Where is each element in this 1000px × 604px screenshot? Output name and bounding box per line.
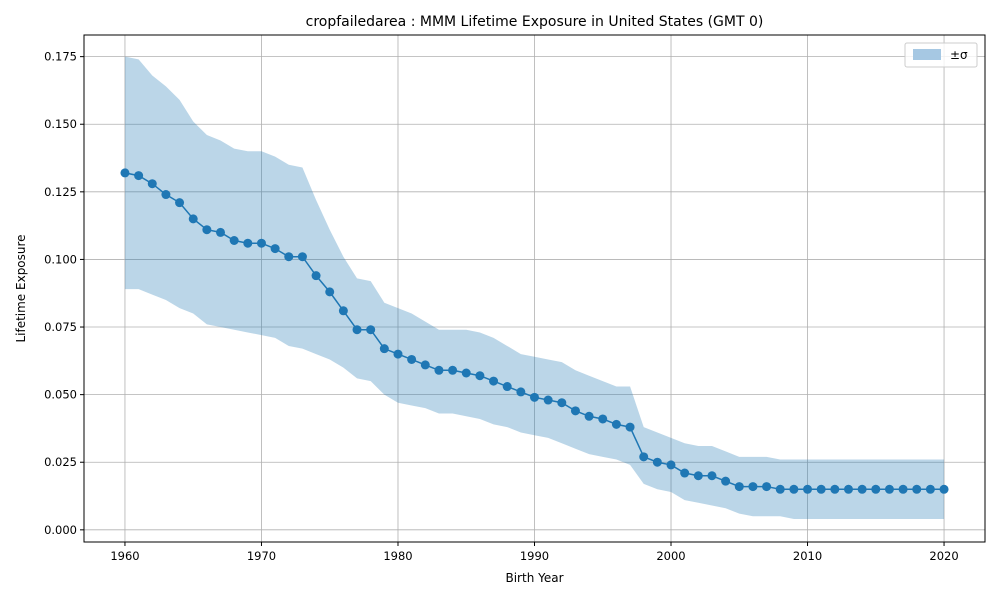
x-tick-label: 1960 (110, 549, 139, 563)
data-point (434, 365, 444, 375)
x-tick-label: 1990 (520, 549, 549, 563)
data-point (939, 484, 949, 494)
x-tick-label: 2000 (656, 549, 685, 563)
data-point (625, 422, 635, 432)
band-layer (124, 56, 945, 520)
data-point (775, 484, 785, 494)
data-point (816, 484, 826, 494)
data-point (707, 471, 717, 481)
data-point (352, 325, 362, 335)
data-point (448, 365, 458, 375)
x-tick-label: 2020 (929, 549, 958, 563)
data-point (843, 484, 853, 494)
y-tick-label: 0.000 (44, 523, 77, 537)
data-point (216, 227, 226, 237)
sigma-band (124, 56, 945, 520)
data-point (898, 484, 908, 494)
data-point (598, 414, 608, 424)
data-point (543, 395, 553, 405)
y-tick-label: 0.025 (44, 455, 77, 469)
y-tick-label: 0.125 (44, 185, 77, 199)
data-point (325, 287, 335, 297)
data-point (202, 225, 212, 235)
legend: ±σ (904, 42, 978, 68)
data-point (611, 419, 621, 429)
data-point (925, 484, 935, 494)
y-tick-label: 0.075 (44, 320, 77, 334)
y-axis-ticks: 0.000 0.025 0.050 0.075 0.100 0.125 0.150 0.175 (44, 50, 84, 537)
data-point (461, 368, 471, 378)
data-point (134, 171, 144, 181)
data-point (379, 344, 389, 354)
legend-swatch (913, 49, 941, 60)
data-point (830, 484, 840, 494)
data-point (229, 236, 239, 246)
legend-label: ±σ (950, 48, 968, 62)
data-point (734, 482, 744, 492)
y-tick-label: 0.175 (44, 50, 77, 64)
x-tick-label: 1980 (383, 549, 412, 563)
data-point (912, 484, 922, 494)
x-tick-label: 2010 (793, 549, 822, 563)
data-point (666, 460, 676, 470)
data-point (857, 484, 867, 494)
data-point (175, 198, 185, 208)
data-point (516, 387, 526, 397)
data-point (789, 484, 799, 494)
data-point (530, 392, 539, 402)
data-point (420, 360, 430, 370)
y-tick-label: 0.050 (44, 388, 77, 402)
data-point (803, 484, 813, 494)
y-tick-label: 0.100 (44, 252, 77, 266)
data-point (584, 411, 594, 421)
data-point (284, 252, 294, 262)
x-axis-ticks: 1960 1970 1980 1990 2000 2010 2020 (110, 542, 959, 563)
data-point (147, 179, 157, 189)
x-axis-label: Birth Year (505, 571, 563, 585)
x-tick-label: 1970 (247, 549, 276, 563)
data-point (762, 482, 772, 492)
data-point (502, 382, 512, 392)
data-point (338, 306, 348, 316)
data-point (256, 238, 266, 248)
data-point (243, 238, 253, 248)
grid-layer (84, 35, 985, 542)
data-point (161, 190, 171, 200)
data-point (721, 476, 731, 486)
data-point (475, 371, 485, 381)
data-point (639, 452, 649, 462)
data-point (407, 354, 417, 364)
data-point (270, 244, 280, 254)
data-point (884, 484, 894, 494)
chart-title: cropfailedarea : MMM Lifetime Exposure i… (306, 14, 764, 30)
data-point (311, 271, 321, 281)
data-point (652, 457, 662, 467)
data-point (120, 168, 130, 178)
data-point (489, 376, 499, 386)
data-point (557, 398, 567, 408)
y-tick-label: 0.150 (44, 117, 77, 131)
data-point (570, 406, 580, 416)
y-axis-label: Lifetime Exposure (14, 234, 28, 342)
data-point (188, 214, 198, 224)
data-point (366, 325, 376, 335)
data-point (393, 349, 403, 359)
data-point (680, 468, 690, 478)
data-point (297, 252, 307, 262)
data-point (871, 484, 881, 494)
data-point (693, 471, 703, 481)
data-point (748, 482, 758, 492)
points-layer (120, 168, 949, 494)
